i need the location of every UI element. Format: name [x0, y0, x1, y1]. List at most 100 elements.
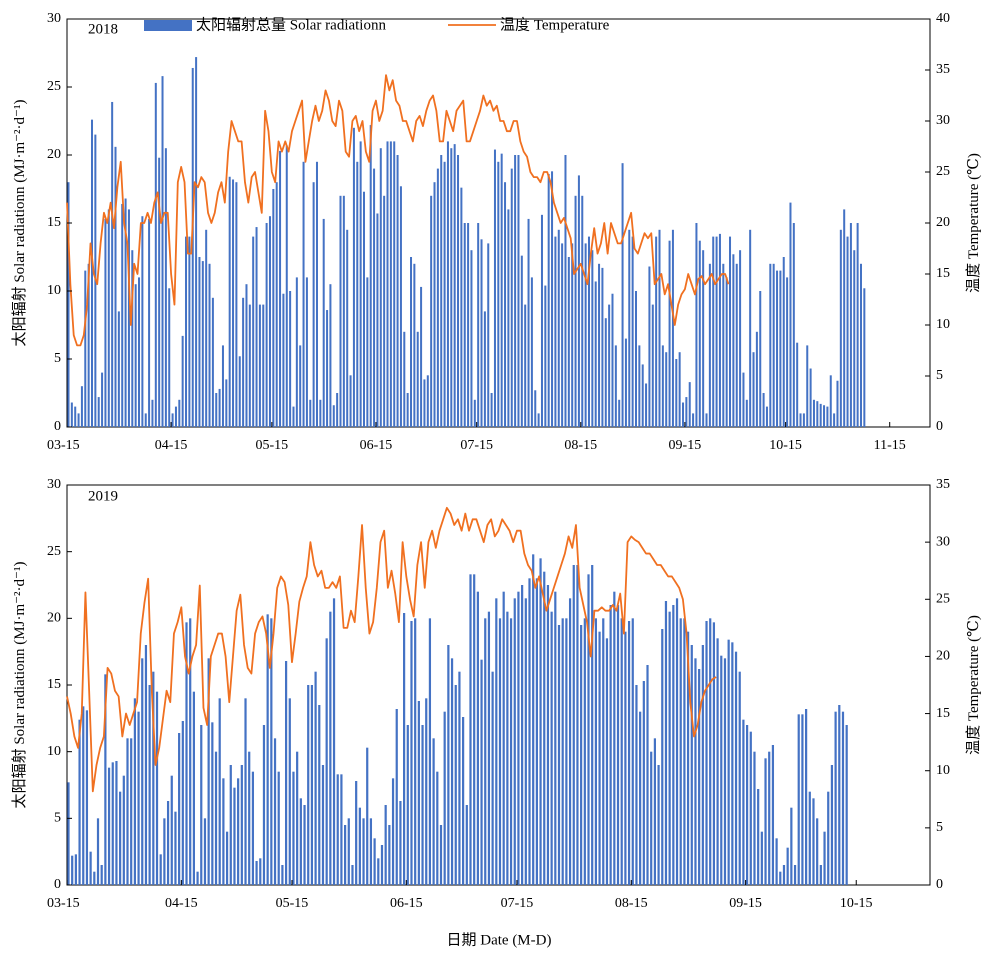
radiation-bar-2018-35: [185, 236, 188, 427]
radiation-bar-2018-153: [581, 195, 584, 427]
radiation-bar-2018-1: [70, 402, 73, 427]
radiation-bar-2018-165: [621, 163, 624, 427]
radiation-bar-2019-160: [657, 765, 660, 885]
radiation-bar-2019-132: [554, 591, 557, 885]
radiation-bars-2018: [67, 57, 866, 428]
radiation-bar-2019-17: [130, 738, 133, 885]
x-tick-label-2019-2: 05-15: [276, 896, 309, 911]
radiation-bar-2019-151: [624, 631, 627, 885]
panel-2019: 0 5 10 15 20 25 30 0 5 10 15 20 25 30 35 03-15 04-15 05-1…: [11, 477, 982, 911]
radiation-bar-2018-65: [285, 145, 288, 428]
radiation-bar-2019-183: [742, 719, 745, 885]
radiation-bar-2018-183: [682, 402, 685, 427]
radiation-bar-2019-50: [251, 771, 255, 885]
radiation-bar-2018-63: [279, 150, 282, 428]
y-tick-label-left-2019-10: 10: [47, 744, 61, 759]
radiation-bar-2019-14: [119, 791, 122, 885]
x-tick-label-2019-3: 06-15: [390, 896, 423, 911]
radiation-bar-2019-75: [344, 825, 347, 885]
radiation-bar-2018-113: [446, 141, 449, 427]
radiation-bar-2018-49: [232, 179, 235, 427]
radiation-bar-2019-131: [550, 611, 553, 885]
radiation-bar-2019-68: [318, 705, 321, 885]
radiation-bar-2018-40: [201, 261, 204, 427]
radiation-bar-2019-3: [78, 719, 81, 885]
panel-label-2018: 2018: [88, 21, 118, 37]
legend-bar-swatch: [144, 20, 192, 31]
radiation-bar-2019-100: [436, 771, 439, 885]
radiation-bar-2018-145: [554, 236, 557, 427]
radiation-bar-2018-191: [708, 263, 711, 427]
radiation-bar-2018-69: [299, 345, 302, 427]
radiation-bar-2019-6: [89, 851, 92, 885]
radiation-bar-2018-124: [483, 311, 486, 427]
radiation-bar-2018-123: [480, 239, 483, 427]
radiation-bar-2018-169: [634, 291, 637, 427]
temperature-series-2018: [66, 74, 730, 347]
radiation-bar-2019-0: [67, 782, 70, 885]
radiation-bar-2019-190: [768, 751, 771, 885]
y-tick-label-right-2018-40: 40: [936, 11, 950, 26]
radiation-bar-2018-57: [258, 304, 261, 427]
radiation-bar-2018-166: [624, 338, 627, 427]
radiation-bar-2018-33: [178, 399, 181, 427]
radiation-bar-2018-179: [668, 240, 671, 427]
radiation-bar-2018-77: [326, 310, 329, 427]
radiation-bar-2018-79: [332, 405, 335, 427]
radiation-bar-2018-39: [198, 257, 201, 427]
y-tick-label-left-2018-5: 5: [54, 351, 61, 366]
radiation-bar-2019-46: [237, 778, 240, 885]
radiation-bar-2019-195: [786, 847, 789, 885]
radiation-bar-2019-177: [720, 655, 723, 885]
radiation-bar-2019-13: [115, 761, 118, 885]
radiation-bar-2019-205: [823, 831, 826, 885]
radiation-bar-2019-31: [181, 721, 184, 885]
radiation-bar-2019-56: [273, 738, 277, 885]
radiation-bar-2018-158: [598, 263, 601, 427]
radiation-bar-2018-118: [463, 223, 466, 427]
radiation-bar-2018-0: [67, 182, 70, 427]
radiation-bar-2018-24: [148, 218, 151, 427]
radiation-bar-2018-7: [91, 119, 94, 427]
radiation-bar-2019-72: [332, 598, 336, 885]
radiation-bar-2018-23: [144, 413, 147, 427]
radiation-bar-2018-67: [292, 406, 295, 427]
radiation-bar-2018-47: [225, 379, 228, 427]
radiation-bar-2018-199: [735, 263, 738, 427]
radiation-bar-2018-111: [440, 155, 443, 427]
radiation-bar-2019-173: [705, 621, 708, 885]
radiation-bar-2019-118: [502, 591, 505, 885]
y-tick-label-right-2018-35: 35: [936, 62, 950, 77]
radiation-bar-2019-58: [281, 865, 284, 885]
radiation-bar-2019-23: [152, 671, 155, 885]
radiation-bar-2019-42: [222, 778, 225, 885]
radiation-bar-2018-214: [786, 277, 789, 427]
radiation-bar-2018-76: [322, 218, 325, 427]
radiation-bar-2018-84: [349, 375, 352, 427]
radiation-bar-2019-154: [635, 685, 638, 885]
radiation-bar-2019-207: [830, 765, 834, 885]
radiation-bar-2019-22: [148, 685, 151, 885]
radiation-bar-2019-79: [358, 807, 361, 885]
x-tick-label-2018-1: 04-15: [155, 438, 188, 453]
radiation-bar-2018-62: [275, 182, 278, 427]
radiation-bar-2018-75: [319, 399, 322, 427]
y-tick-label-left-2018-10: 10: [47, 283, 61, 298]
radiation-bar-2018-110: [436, 168, 439, 427]
radiation-bar-2019-44: [229, 765, 232, 885]
legend: 太阳辐射总量 Solar radiationn 温度 Temperature: [144, 16, 610, 33]
y-tick-label-right-2019-25: 25: [936, 592, 950, 607]
radiation-bar-2018-30: [168, 288, 171, 427]
radiation-bar-2018-96: [389, 141, 392, 427]
radiation-bar-2018-173: [648, 266, 651, 427]
x-tick-label-2019-7: 10-15: [840, 896, 873, 911]
radiation-bar-2018-229: [836, 380, 839, 427]
radiation-bar-2019-161: [661, 629, 664, 885]
radiation-bar-2018-190: [705, 413, 708, 427]
radiation-bar-2019-204: [819, 865, 822, 885]
radiation-bar-2018-97: [393, 141, 396, 427]
radiation-bar-2018-14: [114, 146, 117, 427]
y-axis-label-left-2018: 太阳辐射 Solar radiationn (MJ·m⁻²·d⁻¹): [11, 100, 28, 347]
radiation-bar-2019-124: [524, 598, 527, 885]
radiation-bar-2019-70: [325, 638, 328, 885]
